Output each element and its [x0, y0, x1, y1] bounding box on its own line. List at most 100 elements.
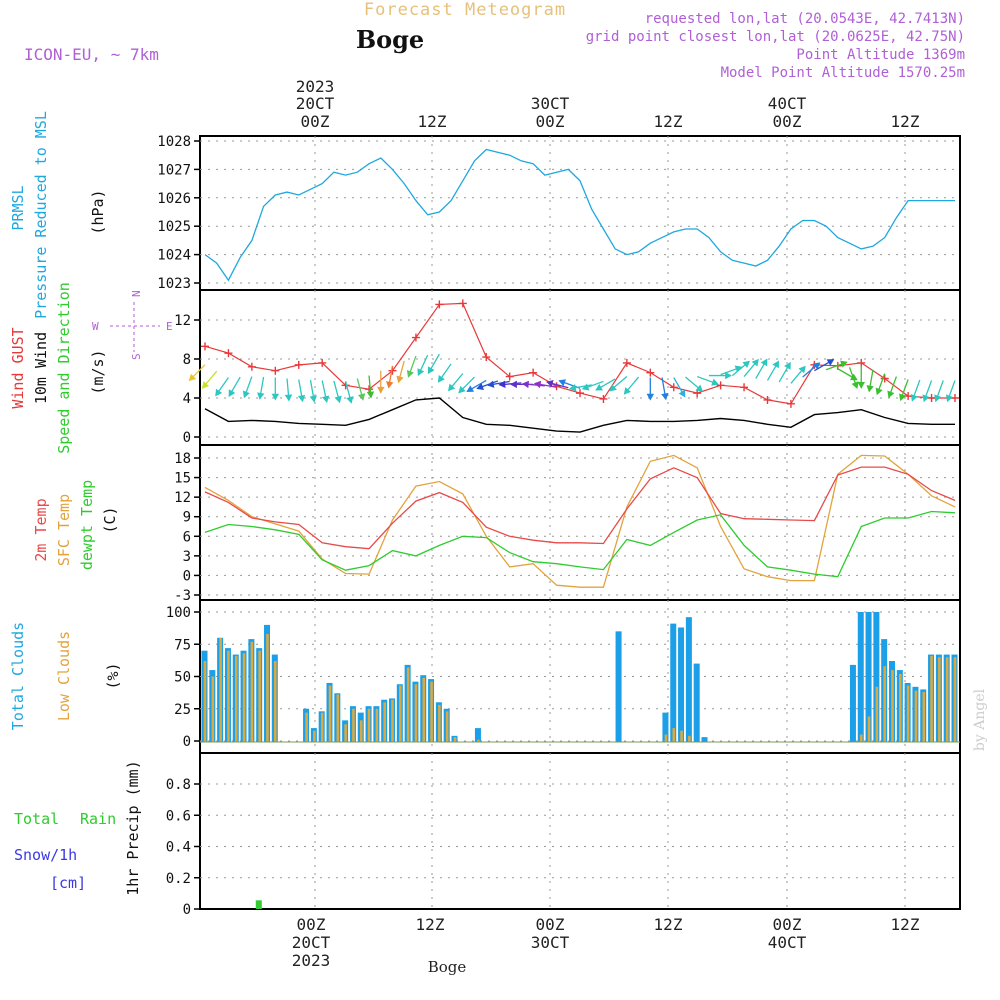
bottom-z-5: 00Z	[773, 915, 802, 934]
y-tick-label: 1026	[157, 191, 191, 207]
gust-marker	[505, 372, 514, 381]
gust-marker	[271, 366, 280, 375]
top-z-3: 00Z	[536, 112, 565, 131]
wind-arrow-head	[609, 384, 617, 392]
gust-marker	[294, 360, 303, 369]
wind-arrow-head	[458, 385, 466, 394]
wind-arrow-head	[934, 394, 942, 403]
low-cloud-bar	[664, 734, 668, 742]
top-day-2: 30CT	[531, 94, 570, 113]
low-cloud-bar	[477, 739, 480, 742]
total-cloud-bar	[662, 712, 669, 742]
snow-label: Snow/1h	[14, 846, 77, 864]
low-clouds-label: Low Clouds	[55, 631, 73, 721]
wind-arrow-head	[357, 393, 366, 401]
low-cloud-bar	[953, 657, 957, 742]
low-cloud-bar	[367, 708, 371, 742]
y-tick-label: -3	[174, 588, 191, 604]
total-cloud-bar	[678, 627, 685, 742]
wind-arrow-head	[569, 383, 577, 392]
total-cloud-bar	[685, 617, 692, 742]
low-cloud-bar	[430, 681, 433, 742]
top-year: 2023	[296, 77, 335, 96]
gust-marker	[482, 353, 491, 362]
y-tick-label: 0	[183, 568, 191, 584]
gust-marker	[786, 399, 795, 408]
wind-arrow-head	[581, 383, 590, 391]
y-tick-label: 6	[183, 529, 191, 545]
wind-arrow-head	[678, 389, 686, 398]
wind-arrow-head	[711, 378, 719, 386]
low-cloud-bar	[438, 704, 441, 742]
wind-arrow-head	[851, 381, 859, 389]
gust-marker	[458, 299, 467, 308]
wind-arrow-head	[437, 375, 445, 383]
panel-frame	[199, 135, 961, 291]
bottom-day-2: 30CT	[531, 933, 570, 952]
y-tick-label: 25	[174, 702, 191, 718]
compass-west: W	[92, 320, 99, 333]
wind-arrow-head	[427, 366, 435, 375]
wind-arrow-head	[857, 382, 865, 389]
wind-arrow-head	[922, 394, 930, 403]
gust-marker	[576, 389, 584, 398]
low-cloud-bar	[266, 633, 269, 742]
panel-3: 0 25 50 75 100	[166, 599, 961, 754]
wind-arrow-head	[284, 394, 293, 402]
pressure-line	[204, 148, 955, 282]
wind-arrow-head	[396, 375, 404, 384]
low-cloud-bar	[258, 650, 261, 742]
y-tick-label: 9	[183, 510, 191, 526]
y-tick-label: 0	[183, 734, 191, 750]
total-rain-label-1: Total	[14, 810, 59, 828]
total-cloud-bar	[615, 631, 622, 742]
compass-rose: W E N S	[92, 290, 173, 360]
low-cloud-bar	[414, 684, 418, 742]
bottom-z-4: 12Z	[654, 915, 683, 934]
wind-arrow-head	[558, 379, 567, 387]
low-cloud-bar	[234, 655, 238, 742]
wind-arrow-head	[215, 388, 223, 397]
wind-arrow-head	[695, 384, 704, 392]
wind-arrow-head	[899, 393, 907, 402]
degc-label: (C)	[101, 506, 119, 533]
wind-arrow-head	[297, 394, 306, 403]
grid-point-coords: grid point closest lon,lat (20.0625E, 42…	[586, 29, 965, 45]
wind-arrow-head	[498, 380, 506, 389]
dewpt-line	[204, 510, 956, 578]
low-cloud-bar	[914, 690, 918, 742]
gust-marker	[716, 381, 725, 390]
wind-arrow-head	[271, 393, 280, 401]
low-cloud-bar	[203, 661, 207, 742]
wind-arrow-head	[661, 392, 669, 401]
low-cloud-bar	[867, 716, 871, 742]
low-cloud-bar	[945, 657, 949, 742]
low-cloud-bar	[320, 712, 324, 742]
low-cloud-bar	[399, 685, 402, 742]
wind-sd-label: Speed and Direction	[55, 282, 73, 454]
wind-arrow-head	[945, 394, 953, 403]
gust-marker	[224, 349, 233, 358]
gust-marker	[857, 358, 866, 367]
bottom-day-3: 40CT	[768, 933, 807, 952]
wind-arrow-head	[321, 395, 330, 403]
top-day-3: 40CT	[768, 94, 807, 113]
wind-arrow-head	[510, 380, 517, 389]
wind-arrow-head	[595, 383, 603, 391]
y-tick-label: 1024	[157, 248, 191, 264]
wind-arrow-head	[521, 380, 529, 389]
low-cloud-bar	[875, 686, 879, 742]
total-clouds-label: Total Clouds	[9, 622, 27, 730]
top-z-4: 12Z	[654, 112, 683, 131]
location-title: Boge	[356, 25, 424, 54]
panel-4: 0 0.2 0.4 0.6 0.8	[166, 752, 961, 918]
y-tick-label: 75	[174, 637, 191, 653]
low-cloud-bar	[422, 677, 426, 742]
bottom-year: 2023	[292, 951, 331, 970]
top-z-6: 12Z	[891, 112, 920, 131]
precip-label: 1hr Precip (mm)	[124, 760, 142, 895]
low-cloud-bar	[383, 702, 386, 742]
y-tick-label: 1025	[157, 219, 191, 235]
low-cloud-bar	[906, 685, 910, 742]
wind-arrow-head	[812, 362, 821, 370]
